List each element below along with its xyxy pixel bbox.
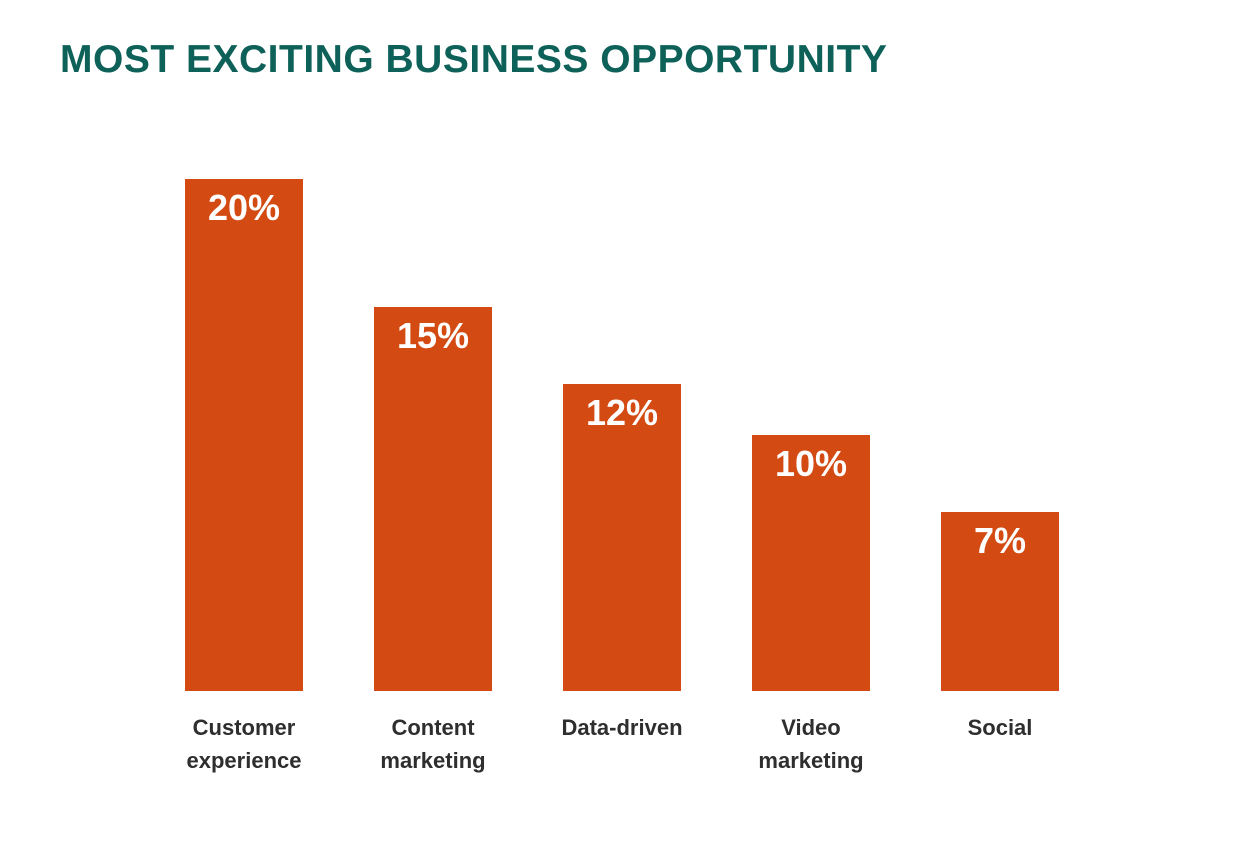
bar-value-label: 12% — [585, 392, 659, 433]
category-label: Content marketing — [380, 715, 486, 773]
bar-column: 10% Video marketing — [752, 435, 870, 773]
bar-value-label: 20% — [207, 187, 281, 228]
bar: 20% — [185, 179, 303, 691]
bar: 10% — [752, 435, 870, 691]
bar-column: 7% Social — [941, 512, 1059, 740]
category-label: Video marketing — [758, 715, 864, 773]
bar-column: 12% Data-driven — [561, 384, 683, 740]
bar-column: 15% Content marketing — [374, 307, 492, 773]
bar: 12% — [563, 384, 681, 691]
bar: 7% — [941, 512, 1059, 691]
chart-title: MOST EXCITING BUSINESS OPPORTUNITY — [60, 38, 888, 81]
bar-column: 20% Customer experience — [185, 179, 303, 773]
category-label: Customer experience — [186, 715, 302, 773]
category-label: Data-driven — [561, 715, 683, 740]
bar-value-label: 7% — [973, 520, 1027, 561]
bar-chart-plot-area: 20% Customer experience 15% Content mark… — [185, 179, 1059, 773]
bar: 15% — [374, 307, 492, 691]
category-label: Social — [967, 715, 1033, 740]
bar-value-label: 10% — [774, 443, 848, 484]
bar-value-label: 15% — [396, 315, 470, 356]
